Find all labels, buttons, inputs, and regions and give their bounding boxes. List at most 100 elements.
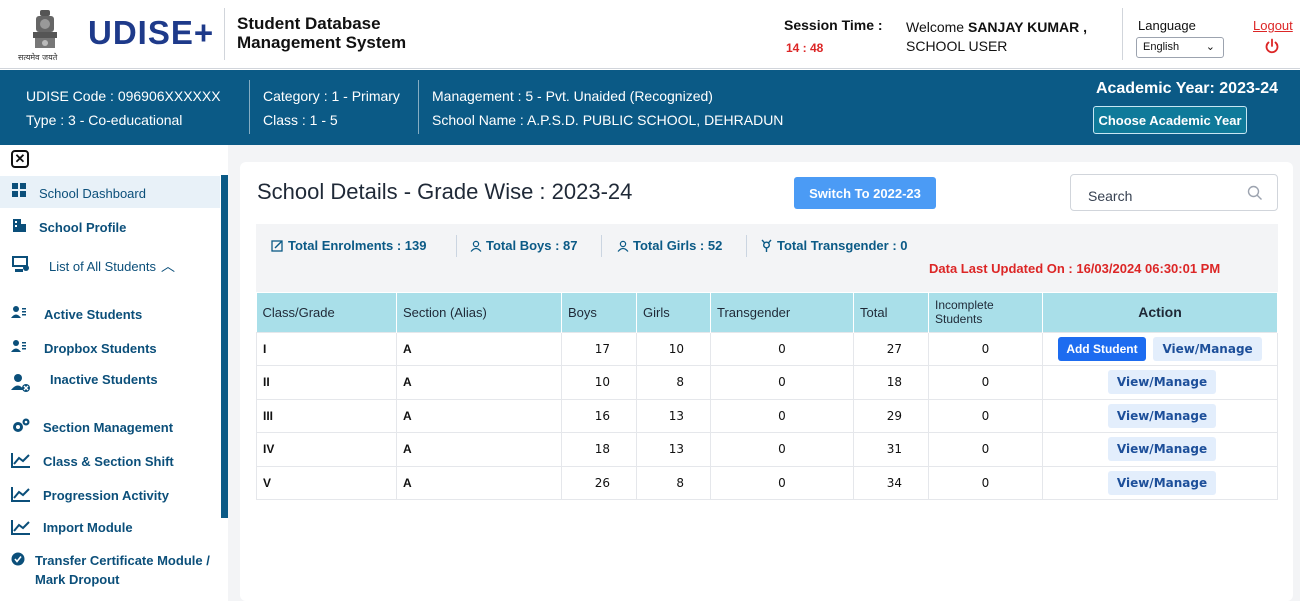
school-code-block: UDISE Code : 096906XXXXXX Type : 3 - Co-…: [26, 84, 221, 132]
incomplete-cell: 0: [928, 331, 1043, 366]
view-manage-button[interactable]: View/Manage: [1107, 403, 1217, 428]
view-manage-button[interactable]: View/Manage: [1107, 370, 1217, 395]
action-cell: View/Manage: [1042, 465, 1278, 500]
column-header: Girls: [636, 293, 711, 332]
boys-cell: 26: [561, 465, 637, 500]
choose-academic-year-button[interactable]: Choose Academic Year: [1093, 106, 1247, 134]
sidebar-item-label: Import Module: [43, 520, 133, 535]
building-icon: [13, 219, 26, 232]
column-header: Class/Grade: [256, 293, 397, 332]
sidebar-scrollbar[interactable]: [221, 175, 228, 518]
incomplete-cell: 0: [928, 398, 1043, 433]
last-updated-text: Data Last Updated On : 16/03/2024 06:30:…: [929, 261, 1221, 276]
national-emblem-icon: [33, 10, 57, 48]
grade-cell: IV: [256, 432, 397, 467]
action-cell: View/Manage: [1042, 432, 1278, 467]
stats-bar: Total Enrolments : 139 Total Boys : 87 T…: [256, 224, 1278, 292]
transgender-cell: 0: [710, 331, 854, 366]
column-header: Transgender: [710, 293, 854, 332]
udise-code: UDISE Code : 096906XXXXXX: [26, 88, 221, 104]
incomplete-cell: 0: [928, 365, 1043, 400]
sidebar-item-school-dashboard[interactable]: School Dashboard: [0, 176, 220, 208]
table-row: V A 26 8 0 34 0 View/Manage: [256, 465, 1278, 500]
total-cell: 29: [853, 398, 929, 433]
table-row: I A 17 10 0 27 0 Add Student View/Manage: [256, 331, 1278, 366]
stat-total-transgender: Total Transgender : 0: [760, 238, 908, 253]
sidebar-item-list-of-all-students[interactable]: List of All Students ︿: [0, 249, 220, 283]
view-manage-button[interactable]: View/Manage: [1107, 437, 1217, 462]
column-header: Incomplete Students: [928, 293, 1043, 332]
logout-link[interactable]: Logout: [1253, 18, 1293, 33]
chevron-up-icon: ︿: [161, 258, 175, 274]
language-select[interactable]: English ⌄: [1136, 37, 1224, 58]
stat-value: Total Girls : 52: [633, 238, 723, 253]
divider: [418, 80, 419, 134]
divider: [746, 235, 747, 257]
grade-cell: V: [256, 465, 397, 500]
section-cell: A: [396, 465, 562, 500]
sidebar-item-progression-activity[interactable]: Progression Activity: [0, 480, 220, 510]
stat-total-enrolments: Total Enrolments : 139: [271, 238, 426, 253]
column-header: Boys: [561, 293, 637, 332]
sidebar-item-label: School Profile: [39, 220, 127, 235]
transgender-cell: 0: [710, 432, 854, 467]
total-cell: 31: [853, 432, 929, 467]
view-manage-button[interactable]: View/Manage: [1153, 336, 1262, 361]
chart-line-icon: [11, 487, 30, 502]
welcome-text: Welcome SANJAY KUMAR , SCHOOL USER: [906, 18, 1087, 56]
column-header: Total: [853, 293, 929, 332]
user-list-icon: [11, 306, 26, 318]
boys-cell: 16: [561, 398, 637, 433]
user-icon: [470, 240, 482, 252]
transgender-cell: 0: [710, 465, 854, 500]
school-category: Category : 1 - Primary: [263, 88, 400, 104]
language-label: Language: [1138, 18, 1196, 33]
table-row: III A 16 13 0 29 0 View/Manage: [256, 398, 1278, 433]
total-cell: 34: [853, 465, 929, 500]
sidebar-item-label: Inactive Students: [50, 372, 158, 387]
stat-total-girls: Total Girls : 52: [617, 238, 722, 253]
user-list-icon: [11, 340, 26, 352]
sidebar-item-label: School Dashboard: [39, 186, 146, 201]
management-block: Management : 5 - Pvt. Unaided (Recognize…: [432, 84, 783, 132]
chart-line-icon: [11, 520, 30, 535]
management-type: Management : 5 - Pvt. Unaided (Recognize…: [432, 88, 713, 104]
sidebar-item-section-management[interactable]: Section Management: [0, 411, 220, 441]
sidebar-item-active-students[interactable]: Active Students: [0, 299, 220, 329]
sidebar-item-transfer-certificate[interactable]: Transfer Certificate Module / Mark Dropo…: [0, 550, 220, 592]
sidebar-item-import-module[interactable]: Import Module: [0, 513, 220, 543]
search-icon[interactable]: [1247, 185, 1263, 201]
divider: [249, 80, 250, 134]
divider: [1122, 8, 1123, 60]
brand-logo[interactable]: UDISE+: [88, 14, 215, 51]
stat-value: Total Enrolments : 139: [288, 238, 427, 253]
user-name: SANJAY KUMAR ,: [967, 19, 1088, 35]
sidebar-item-label: Class & Section Shift: [43, 454, 174, 469]
sidebar-item-label: Dropbox Students: [44, 341, 157, 356]
sidebar-item-label-line2: Mark Dropout: [35, 572, 120, 587]
close-sidebar-icon[interactable]: ✕: [11, 150, 29, 168]
academic-year: Academic Year: 2023-24: [1095, 80, 1278, 97]
add-student-button[interactable]: Add Student: [1058, 336, 1146, 361]
sidebar-item-label: List of All Students: [49, 259, 156, 274]
power-icon[interactable]: [1264, 38, 1280, 54]
table-row: II A 10 8 0 18 0 View/Manage: [256, 365, 1278, 400]
school-name: School Name : A.P.S.D. PUBLIC SCHOOL, DE…: [432, 112, 784, 128]
sidebar-item-inactive-students[interactable]: Inactive Students: [0, 366, 220, 400]
view-manage-button[interactable]: View/Manage: [1107, 470, 1217, 495]
total-cell: 27: [853, 331, 929, 366]
sidebar-item-school-profile[interactable]: School Profile: [0, 211, 220, 241]
search-input[interactable]: Search: [1070, 174, 1278, 211]
incomplete-cell: 0: [928, 465, 1043, 500]
stat-value: Total Transgender : 0: [777, 238, 908, 253]
grade-cell: I: [256, 331, 397, 366]
sidebar-item-label: Progression Activity: [43, 488, 169, 503]
stat-total-boys: Total Boys : 87: [470, 238, 578, 253]
sidebar-item-dropbox-students[interactable]: Dropbox Students: [0, 333, 220, 363]
gears-icon: [13, 418, 30, 432]
switch-year-button[interactable]: Switch To 2022-23: [794, 177, 936, 209]
user-icon: [617, 240, 629, 252]
stat-value: Total Boys : 87: [486, 238, 578, 253]
sidebar-item-class-section-shift[interactable]: Class & Section Shift: [0, 446, 220, 476]
table-header-row: Class/Grade Section (Alias) Boys Girls T…: [256, 293, 1278, 332]
